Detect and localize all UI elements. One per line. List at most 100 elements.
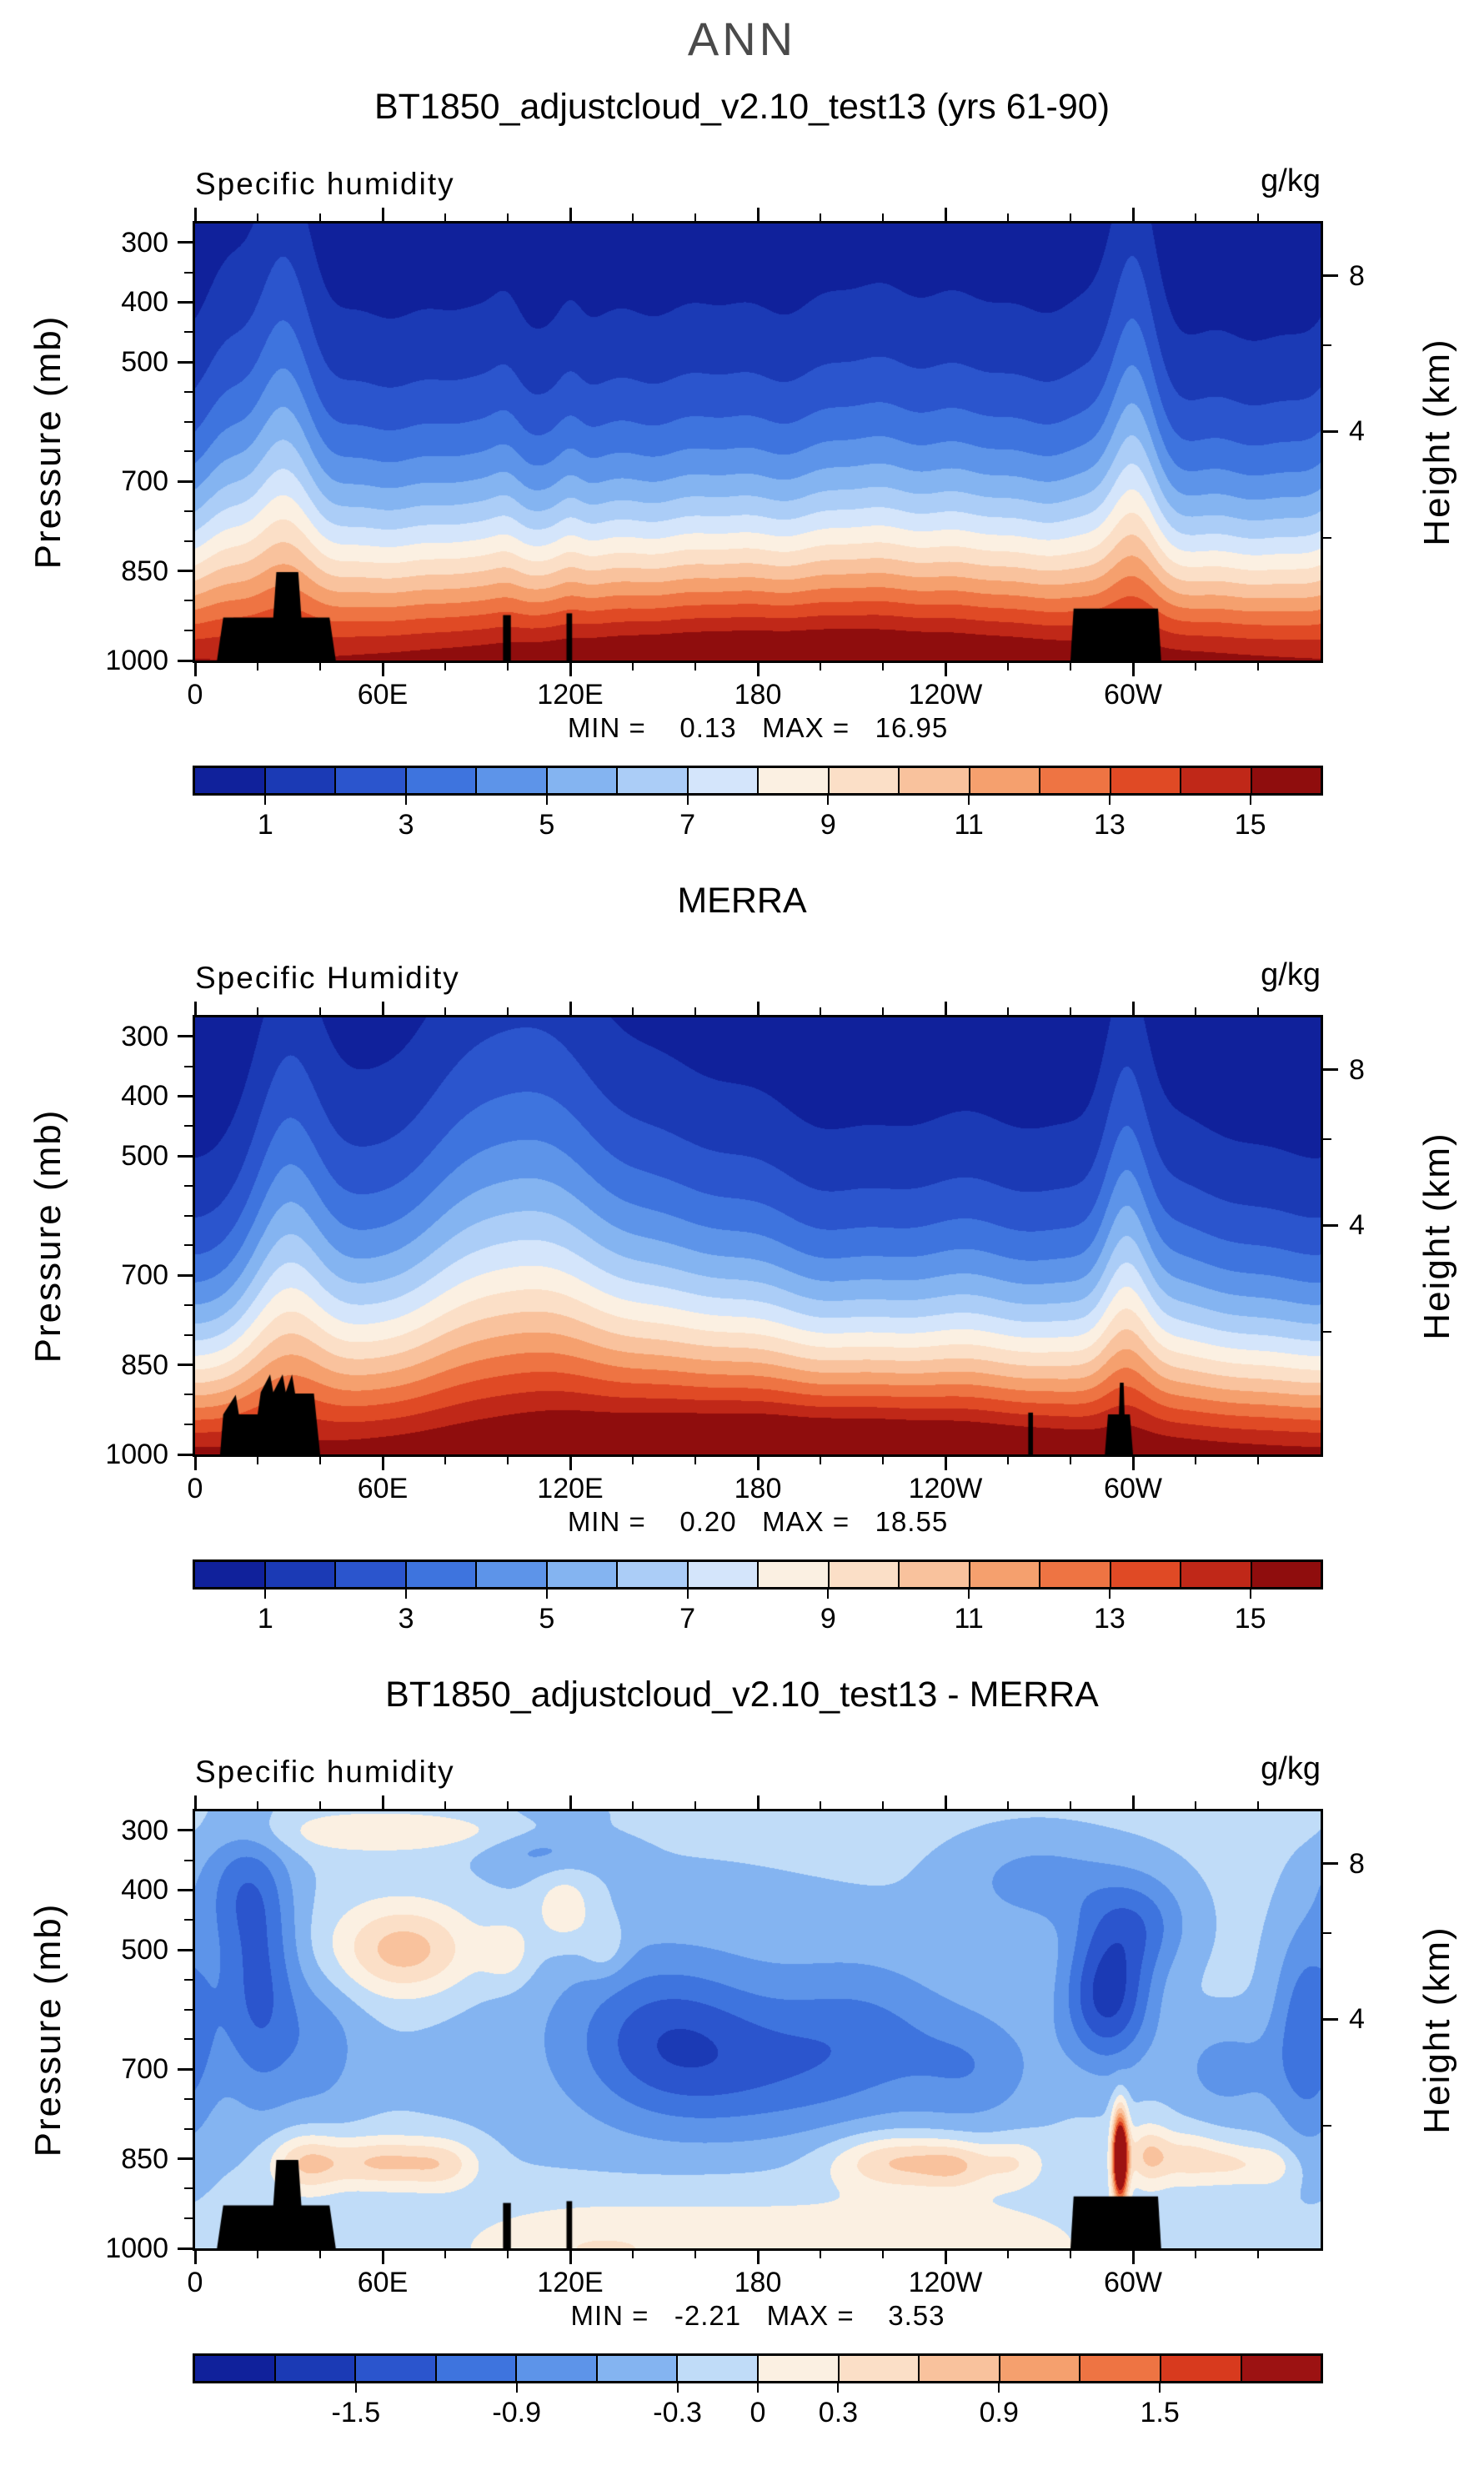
colorbar-segment — [1000, 2356, 1081, 2381]
longitude-minor-tick — [444, 663, 446, 670]
longitude-minor-tick — [1195, 2251, 1196, 2258]
colorbar-segment — [406, 768, 477, 793]
colorbar-segment — [1110, 1562, 1181, 1587]
height-tick — [1323, 1068, 1338, 1072]
pressure-tick-label: 400 — [121, 1874, 168, 1906]
pressure-minor-tick — [184, 1859, 193, 1861]
colorbar-segment — [336, 1562, 407, 1587]
longitude-top-tick — [1131, 1002, 1135, 1015]
colorbar-tick-label: 3 — [398, 809, 414, 841]
longitude-tick-label: 60E — [357, 2267, 409, 2298]
colorbar-tick — [405, 1590, 408, 1599]
longitude-tick — [193, 1457, 197, 1470]
colorbar-tick — [354, 2383, 357, 2393]
colorbar-tick-label: 1 — [257, 1603, 273, 1635]
longitude-tick — [569, 1457, 572, 1470]
colorbar-tick — [1249, 1590, 1251, 1599]
pressure-minor-tick — [184, 390, 193, 393]
longitude-top-tick — [944, 208, 947, 221]
longitude-tick — [193, 2251, 197, 2264]
colorbar-tick-label: 15 — [1234, 1603, 1266, 1635]
pressure-minor-tick — [184, 2098, 193, 2101]
height-tick — [1323, 429, 1338, 433]
longitude-minor-tick — [257, 1457, 258, 1464]
colorbar-tick-label: 3 — [398, 1603, 414, 1635]
longitude-top-minor-tick — [1257, 1801, 1259, 1809]
longitude-top-tick — [193, 1002, 197, 1015]
height-minor-tick — [1323, 344, 1331, 347]
colorbar-segment — [597, 2356, 679, 2381]
longitude-tick-label: 60W — [1104, 1473, 1162, 1504]
longitude-minor-tick — [882, 663, 884, 670]
pressure-tick-label: 700 — [121, 2053, 168, 2086]
longitude-tick — [756, 2251, 760, 2264]
colorbar-tick-label: 0.9 — [979, 2397, 1019, 2428]
longitude-tick-label: 60E — [357, 679, 409, 711]
colorbar-tick-label: 0 — [750, 2397, 766, 2428]
pressure-tick — [178, 1829, 193, 1832]
minmax-stats: MIN = -2.21 MAX = 3.53 — [570, 2300, 945, 2331]
colorbar-segment — [336, 768, 407, 793]
colorbar-tick-label: 1 — [257, 809, 273, 841]
pressure-minor-tick — [184, 331, 193, 334]
longitude-tick-label: 120W — [908, 2267, 983, 2298]
longitude-minor-tick — [820, 663, 821, 670]
colorbar-segment — [1110, 768, 1181, 793]
pressure-minor-tick — [184, 1125, 193, 1127]
longitude-tick-label: 180 — [734, 679, 782, 711]
colorbar-tick — [968, 796, 970, 805]
longitude-minor-tick — [1070, 1457, 1071, 1464]
colorbar-tick — [405, 796, 408, 805]
pressure-minor-tick — [184, 1394, 193, 1396]
pressure-tick-label: 850 — [121, 2142, 168, 2175]
height-minor-tick — [1323, 1932, 1331, 1935]
longitude-minor-tick — [1007, 663, 1009, 670]
colorbar-segment — [688, 1562, 759, 1587]
height-tick-label: 8 — [1349, 1053, 1365, 1086]
longitude-tick — [193, 663, 197, 676]
longitude-top-tick — [381, 1002, 384, 1015]
height-tick — [1323, 1223, 1338, 1227]
longitude-top-minor-tick — [1007, 1007, 1009, 1015]
colorbar-segment — [195, 768, 266, 793]
longitude-tick-label: 120E — [537, 2267, 604, 2298]
units-label: g/kg — [1261, 163, 1321, 198]
longitude-top-tick — [1131, 1795, 1135, 1809]
longitude-minor-tick — [632, 2251, 634, 2258]
colorbar-segment — [275, 2356, 357, 2381]
pressure-tick-label: 300 — [121, 1020, 168, 1052]
longitude-tick — [944, 1457, 947, 1470]
longitude-minor-tick — [1257, 2251, 1259, 2258]
longitude-minor-tick — [507, 1457, 509, 1464]
longitude-minor-tick — [444, 1457, 446, 1464]
colorbar-segment — [1040, 1562, 1111, 1587]
pressure-minor-tick — [184, 510, 193, 513]
longitude-tick — [381, 663, 384, 676]
longitude-top-minor-tick — [1257, 213, 1259, 221]
panel-title: MERRA — [677, 881, 807, 921]
pressure-tick-label: 300 — [121, 1814, 168, 1846]
longitude-tick — [756, 663, 760, 676]
longitude-top-minor-tick — [694, 213, 696, 221]
longitude-top-minor-tick — [1070, 213, 1071, 221]
longitude-tick-label: 120E — [537, 679, 604, 711]
colorbar-segment — [829, 768, 900, 793]
pressure-tick-label: 500 — [121, 346, 168, 379]
colorbar-segment — [195, 1562, 266, 1587]
longitude-tick — [944, 663, 947, 676]
colorbar-segment — [920, 2356, 1000, 2381]
colorbar-segment — [477, 1562, 548, 1587]
colorbar-segment — [356, 2356, 437, 2381]
longitude-top-minor-tick — [507, 1007, 509, 1015]
colorbar-tick — [1108, 1590, 1110, 1599]
colorbar-tick-label: 0.3 — [818, 2397, 859, 2428]
height-tick-label: 8 — [1349, 1847, 1365, 1880]
longitude-top-minor-tick — [257, 213, 258, 221]
pressure-tick-label: 1000 — [105, 1439, 168, 1470]
longitude-tick — [381, 1457, 384, 1470]
longitude-top-minor-tick — [1070, 1801, 1071, 1809]
pressure-minor-tick — [184, 1333, 193, 1336]
height-minor-tick — [1323, 2125, 1331, 2127]
colorbar-segment — [1251, 1562, 1321, 1587]
pressure-tick-label: 850 — [121, 555, 168, 587]
